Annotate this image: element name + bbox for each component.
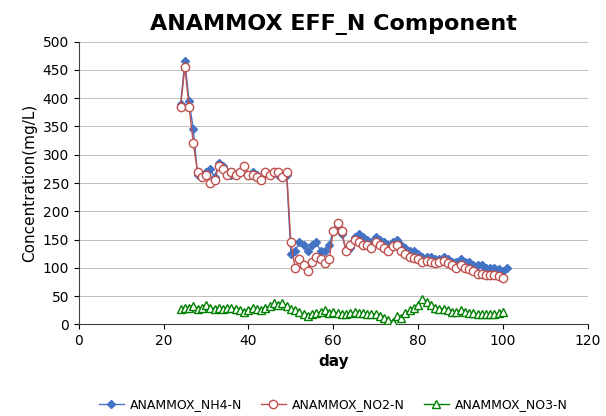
ANAMMOX_NH4-N bbox=[321, 248, 328, 253]
ANAMMOX_NH4-N bbox=[499, 268, 507, 273]
ANAMMOX_NO2-N bbox=[313, 254, 320, 259]
ANAMMOX_NO2-N bbox=[499, 275, 507, 280]
ANAMMOX_NO3-N bbox=[419, 297, 426, 302]
Line: ANAMMOX_NH4-N: ANAMMOX_NH4-N bbox=[178, 58, 510, 274]
Line: ANAMMOX_NO2-N: ANAMMOX_NO2-N bbox=[176, 63, 507, 282]
ANAMMOX_NO2-N bbox=[287, 240, 295, 245]
ANAMMOX_NO2-N bbox=[181, 64, 188, 69]
Y-axis label: Concentration(mg/L): Concentration(mg/L) bbox=[22, 104, 37, 262]
ANAMMOX_NO3-N bbox=[317, 310, 324, 314]
ANAMMOX_NO3-N bbox=[283, 304, 290, 309]
ANAMMOX_NO2-N bbox=[359, 243, 367, 248]
ANAMMOX_NH4-N bbox=[181, 59, 188, 64]
ANAMMOX_NO3-N bbox=[241, 310, 248, 314]
ANAMMOX_NH4-N bbox=[202, 169, 210, 174]
ANAMMOX_NH4-N bbox=[287, 251, 295, 256]
Line: ANAMMOX_NO3-N: ANAMMOX_NO3-N bbox=[176, 295, 507, 326]
ANAMMOX_NH4-N bbox=[347, 245, 354, 250]
Legend: ANAMMOX_NH4-N, ANAMMOX_NO2-N, ANAMMOX_NO3-N: ANAMMOX_NH4-N, ANAMMOX_NO2-N, ANAMMOX_NO… bbox=[93, 393, 573, 416]
X-axis label: day: day bbox=[318, 354, 348, 369]
ANAMMOX_NO3-N bbox=[389, 319, 396, 324]
Title: ANAMMOX EFF_N Component: ANAMMOX EFF_N Component bbox=[150, 15, 517, 35]
ANAMMOX_NH4-N bbox=[177, 102, 184, 106]
ANAMMOX_NO3-N bbox=[355, 311, 362, 316]
ANAMMOX_NO2-N bbox=[291, 265, 299, 270]
ANAMMOX_NO3-N bbox=[177, 306, 184, 311]
ANAMMOX_NO2-N bbox=[245, 172, 252, 177]
ANAMMOX_NO3-N bbox=[308, 312, 316, 317]
ANAMMOX_NO2-N bbox=[321, 261, 328, 266]
ANAMMOX_NO3-N bbox=[499, 310, 507, 314]
ANAMMOX_NH4-N bbox=[415, 251, 422, 256]
ANAMMOX_NO2-N bbox=[177, 104, 184, 109]
ANAMMOX_NH4-N bbox=[236, 169, 244, 174]
ANAMMOX_NH4-N bbox=[504, 265, 511, 270]
ANAMMOX_NO3-N bbox=[287, 306, 295, 311]
